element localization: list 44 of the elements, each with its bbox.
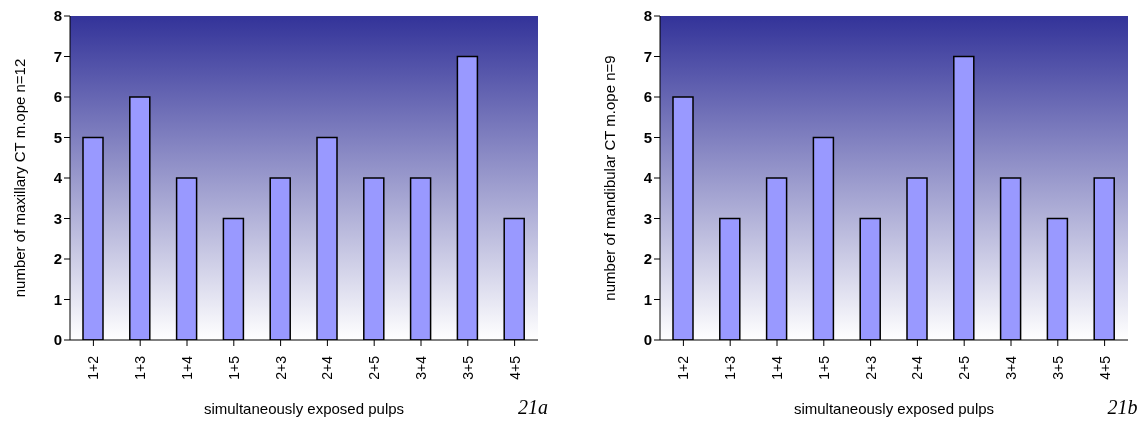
- y-tick-label: 8: [53, 7, 62, 25]
- x-tick-label: 3+5: [1049, 355, 1066, 380]
- x-tick-label: 1+4: [179, 355, 195, 380]
- x-tick-label: 1+2: [674, 355, 691, 380]
- y-tick-label: 8: [643, 7, 652, 25]
- x-tick-label: 1+3: [132, 355, 149, 380]
- x-tick-label: 3+4: [413, 355, 429, 380]
- x-tick-label: 2+5: [955, 355, 972, 380]
- y-tick-label: 5: [53, 128, 62, 146]
- x-tick-label: 2+3: [862, 355, 879, 380]
- x-tick-label: 3+4: [1002, 355, 1019, 380]
- x-tick-label: 2+5: [366, 355, 383, 380]
- y-tick-label: 6: [643, 88, 652, 106]
- y-tick-label: 0: [643, 331, 652, 349]
- x-tick-label: 1+4: [768, 355, 785, 380]
- x-tick-label: 4+5: [1096, 355, 1113, 380]
- x-axis-title: simultaneously exposed pulps: [793, 400, 994, 417]
- y-tick-label: 4: [53, 169, 63, 187]
- y-tick-label: 5: [643, 128, 652, 146]
- y-tick-label: 6: [53, 88, 62, 106]
- y-tick-label: 7: [643, 47, 652, 65]
- x-tick-label: 1+5: [225, 355, 242, 380]
- x-tick-label: 1+3: [721, 355, 738, 380]
- y-tick-label: 0: [53, 331, 62, 349]
- text: 21a: [518, 396, 548, 419]
- y-tick-label: 3: [643, 209, 652, 227]
- y-tick-label: 2: [53, 250, 62, 268]
- x-tick-label: 2+4: [908, 355, 925, 380]
- x-tick-label: 4+5: [506, 355, 523, 380]
- x-tick-label: 1+2: [85, 355, 102, 380]
- x-tick-label: 3+5: [459, 355, 476, 380]
- y-axis-title: number of mandibular CT m.ope n=9: [600, 55, 618, 301]
- y-tick-label: 1: [643, 290, 652, 308]
- x-tick-label: 2+4: [319, 355, 336, 380]
- y-tick-label: 7: [53, 47, 62, 65]
- x-tick-label: 1+5: [815, 355, 832, 380]
- y-tick-label: 4: [643, 169, 653, 187]
- y-tick-label: 2: [643, 250, 652, 268]
- x-tick-label: 2+3: [272, 355, 289, 380]
- y-tick-label: 3: [53, 209, 62, 227]
- y-tick-label: 1: [53, 290, 62, 308]
- x-axis-title: simultaneously exposed pulps: [203, 400, 405, 417]
- text: 21b: [1107, 396, 1138, 419]
- y-axis-title: number of maxillary CT m.ope n=12: [11, 58, 29, 298]
